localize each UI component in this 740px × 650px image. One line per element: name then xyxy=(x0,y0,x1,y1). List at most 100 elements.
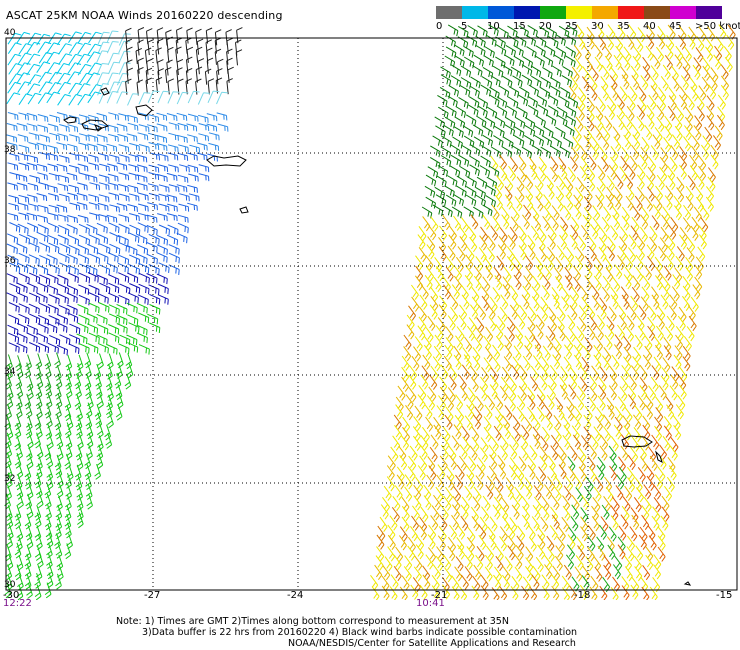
wind-barb xyxy=(521,424,530,440)
wind-barb xyxy=(657,34,666,50)
wind-barb xyxy=(136,174,148,183)
wind-barb xyxy=(14,422,22,439)
wind-barb xyxy=(47,152,58,161)
wind-barb xyxy=(374,564,383,580)
wind-barb xyxy=(550,85,561,98)
wind-barb xyxy=(590,224,599,240)
wind-barb xyxy=(679,366,688,382)
wind-barb xyxy=(76,83,91,95)
wind-barb xyxy=(26,41,41,54)
wind-barb xyxy=(534,55,545,68)
wind-barb xyxy=(494,275,503,291)
wind-barb xyxy=(690,86,699,102)
wind-barb xyxy=(685,256,694,272)
wind-barb xyxy=(393,414,402,430)
wind-barb xyxy=(34,414,42,430)
wind-barb xyxy=(404,486,413,502)
wind-barb xyxy=(168,252,180,264)
wind-barb xyxy=(684,116,693,132)
wind-barb xyxy=(569,366,578,382)
wind-barb xyxy=(56,495,63,511)
map-frame xyxy=(5,37,738,591)
wind-barb xyxy=(463,56,475,69)
wind-barb xyxy=(49,334,61,346)
wind-barb xyxy=(504,556,513,572)
wind-barb xyxy=(503,136,514,149)
wind-barb xyxy=(588,444,597,460)
wind-barb xyxy=(655,325,664,341)
wind-barb xyxy=(507,316,516,332)
wind-barb xyxy=(47,342,59,354)
wind-barb xyxy=(427,315,436,331)
wind-barb xyxy=(118,154,130,163)
wind-barb xyxy=(560,366,569,382)
wind-barb xyxy=(686,95,695,111)
wind-barb xyxy=(74,394,82,410)
wind-barb xyxy=(704,126,713,142)
wind-barb xyxy=(533,485,542,501)
wind-barb xyxy=(510,586,519,600)
wind-barb xyxy=(620,66,629,82)
wind-barb xyxy=(517,106,528,119)
wind-barb xyxy=(436,405,445,421)
wind-barb xyxy=(106,214,118,223)
wind-barb xyxy=(492,356,501,373)
wind-barb xyxy=(587,325,596,341)
wind-barb xyxy=(88,302,100,314)
wind-barb xyxy=(540,436,549,452)
wind-barb xyxy=(490,155,499,171)
wind-barb xyxy=(664,115,673,131)
wind-barb xyxy=(469,445,478,461)
wind-barb xyxy=(108,274,120,285)
wind-barb xyxy=(427,547,437,563)
wind-barb xyxy=(591,505,600,521)
wind-barb xyxy=(589,586,598,600)
wind-barb xyxy=(480,226,489,242)
wind-barb xyxy=(673,425,682,441)
wind-barb xyxy=(650,85,659,101)
wind-barb xyxy=(59,262,71,273)
wind-barb xyxy=(116,303,128,315)
wind-barb xyxy=(35,353,43,370)
wind-barb xyxy=(432,356,441,372)
wind-barb xyxy=(109,204,120,213)
wind-barb xyxy=(578,466,587,482)
wind-barb xyxy=(392,496,401,512)
wind-barb xyxy=(413,346,422,362)
wind-barb xyxy=(603,45,613,61)
wind-barb xyxy=(56,313,68,325)
wind-barb xyxy=(381,497,391,513)
wind-barb xyxy=(600,76,609,92)
wind-barb xyxy=(468,104,479,117)
wind-barb xyxy=(674,54,683,70)
wind-barb xyxy=(7,32,22,45)
wind-barb xyxy=(16,444,23,460)
wind-barb xyxy=(565,46,576,59)
wind-barb xyxy=(423,335,432,351)
wind-barb xyxy=(486,475,495,491)
wind-barb xyxy=(58,43,72,55)
wind-barb xyxy=(445,256,455,272)
wind-barb xyxy=(706,115,715,131)
wind-barb xyxy=(636,174,645,190)
wind-barb xyxy=(593,555,602,571)
wind-barb xyxy=(425,174,437,187)
wind-barb xyxy=(550,506,559,522)
wind-barb xyxy=(465,194,477,207)
wind-barb xyxy=(516,535,525,551)
wind-barb xyxy=(621,294,630,310)
wind-barb xyxy=(563,485,572,501)
wind-barb xyxy=(577,385,586,401)
wind-barb xyxy=(530,65,542,78)
wind-barb xyxy=(557,174,566,190)
wind-barb xyxy=(527,104,539,117)
wind-barb xyxy=(57,274,69,286)
wind-barb xyxy=(644,125,653,141)
wind-barb xyxy=(76,405,83,422)
wind-barb xyxy=(96,334,108,345)
wind-barb xyxy=(427,534,436,550)
wind-barb xyxy=(425,554,434,570)
wind-barb xyxy=(700,217,709,233)
wind-barb xyxy=(379,516,388,532)
wind-barb xyxy=(683,204,692,220)
